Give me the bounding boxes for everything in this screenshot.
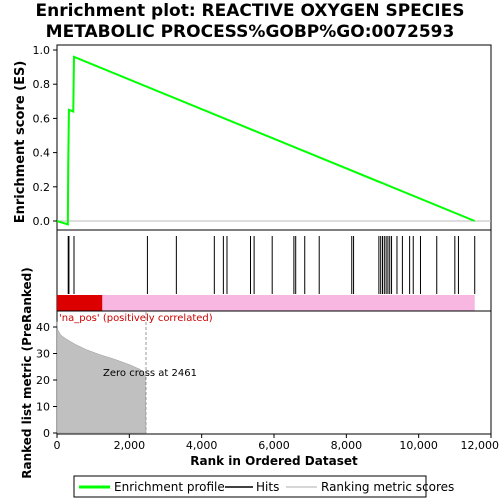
metric-y-axis-label: Ranked list metric (PreRanked) xyxy=(20,267,34,479)
x-axis-label: Rank in Ordered Dataset xyxy=(190,454,358,468)
chart-title-line-2: METABOLIC PROCESS%GOBP%GO:0072593 xyxy=(45,22,455,42)
x-tick-label: 6,000 xyxy=(258,439,290,452)
ranking-metric-area xyxy=(56,321,147,434)
x-tick-label: 4,000 xyxy=(186,439,218,452)
x-tick-label: 8,000 xyxy=(331,439,363,452)
legend-hits-label: Hits xyxy=(256,480,279,494)
heatmap-negative-segment xyxy=(57,295,475,311)
legend-profile-label: Enrichment profile xyxy=(114,480,225,494)
es-y-tick-label: 0.0 xyxy=(33,215,51,228)
x-tick-label: 10,000 xyxy=(399,439,438,452)
metric-y-tick-label: 10 xyxy=(36,401,50,414)
chart-title-line-1: Enrichment plot: REACTIVE OXYGEN SPECIES xyxy=(35,1,465,21)
positive-correlation-label: 'na_pos' (positively correlated) xyxy=(59,313,213,324)
enrichment-profile-line xyxy=(56,55,476,226)
zero-cross-label: Zero cross at 2461 xyxy=(103,368,197,379)
metric-panel: Zero cross at 2461 'na_pos' (positively … xyxy=(20,267,499,479)
metric-y-tick-label: 40 xyxy=(36,321,50,334)
es-y-tick-label: 1.0 xyxy=(33,44,51,57)
hits-panel xyxy=(56,229,492,312)
es-y-tick-label: 0.4 xyxy=(33,147,51,160)
x-tick-label: 2,000 xyxy=(114,439,146,452)
es-panel: 0.0 0.2 0.4 0.6 0.8 1.0 Enrichment score (ES) xyxy=(13,44,492,231)
x-tick-label: 12,000 xyxy=(461,439,500,452)
metric-y-tick-label: 20 xyxy=(36,374,50,387)
legend: Enrichment profile Hits Ranking metric s… xyxy=(73,475,454,498)
es-y-tick-label: 0.2 xyxy=(33,181,51,194)
es-panel-frame xyxy=(56,44,492,231)
x-tick-label: 0 xyxy=(54,439,61,452)
es-y-tick-label: 0.8 xyxy=(33,78,51,91)
heatmap-positive-segment xyxy=(57,295,103,311)
es-y-axis-label: Enrichment score (ES) xyxy=(13,61,28,224)
es-y-ticks: 0.0 0.2 0.4 0.6 0.8 1.0 xyxy=(33,44,57,228)
metric-y-ticks: 0 10 20 30 40 xyxy=(36,321,57,440)
x-axis-ticks: 0 2,000 4,000 6,000 8,000 10,000 12,000 xyxy=(54,434,500,452)
es-y-tick-label: 0.6 xyxy=(33,112,51,125)
metric-y-tick-label: 0 xyxy=(43,427,50,440)
hit-lines xyxy=(67,236,476,294)
metric-y-tick-label: 30 xyxy=(36,348,50,361)
legend-metric-label: Ranking metric scores xyxy=(321,480,454,494)
